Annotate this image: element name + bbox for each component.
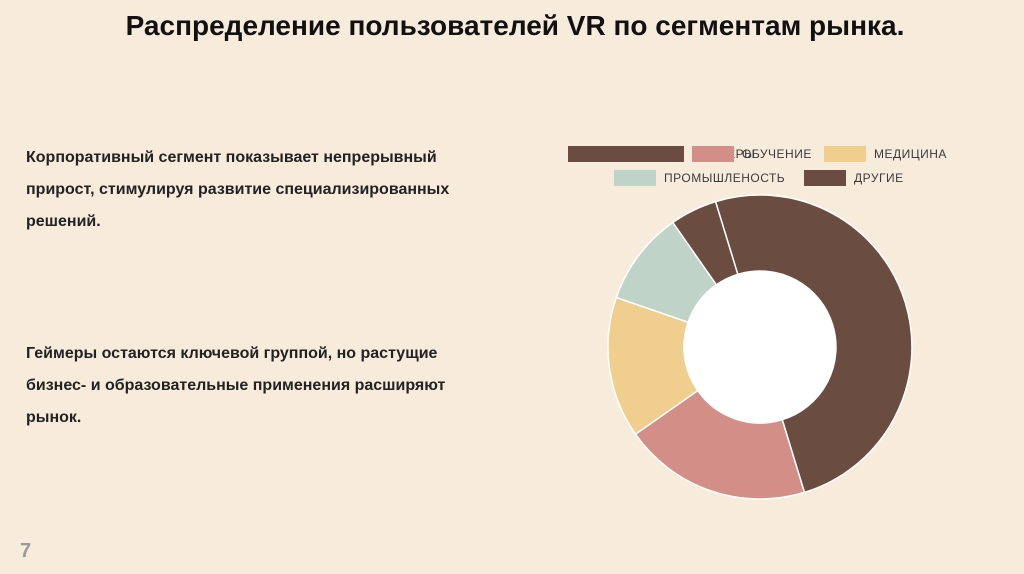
slide-title: Распределение пользователей VR по сегмен… <box>125 10 905 41</box>
legend-label: ОБУЧЕНИЕ <box>742 147 812 161</box>
legend-item-education: ОБУЧЕНИЕ <box>692 144 812 164</box>
legend-swatch <box>692 146 734 162</box>
legend-swatch <box>614 170 656 186</box>
legend-swatch <box>568 146 684 162</box>
chart-legend: ГЕЙМЕРЫ ОБУЧЕНИЕ МЕДИЦИНА ПРОМЫШЛЕНОСТЬ … <box>556 140 956 190</box>
legend-swatch <box>804 170 846 186</box>
legend-label: МЕДИЦИНА <box>874 147 947 161</box>
legend-item-medicine: МЕДИЦИНА <box>824 144 947 164</box>
legend-item-industry: ПРОМЫШЛЕНОСТЬ <box>614 168 785 188</box>
donut-hole <box>684 271 836 423</box>
legend-swatch <box>824 146 866 162</box>
paragraph-corporate: Корпоративный сегмент показывает непреры… <box>26 149 450 230</box>
donut-chart <box>607 194 913 500</box>
page-number: 7 <box>20 540 32 562</box>
legend-label: ПРОМЫШЛЕНОСТЬ <box>664 171 786 185</box>
legend-label: ДРУГИЕ <box>854 171 904 185</box>
paragraph-gamers: Геймеры остаются ключевой группой, но ра… <box>26 345 446 426</box>
legend-item-other: ДРУГИЕ <box>804 168 904 188</box>
